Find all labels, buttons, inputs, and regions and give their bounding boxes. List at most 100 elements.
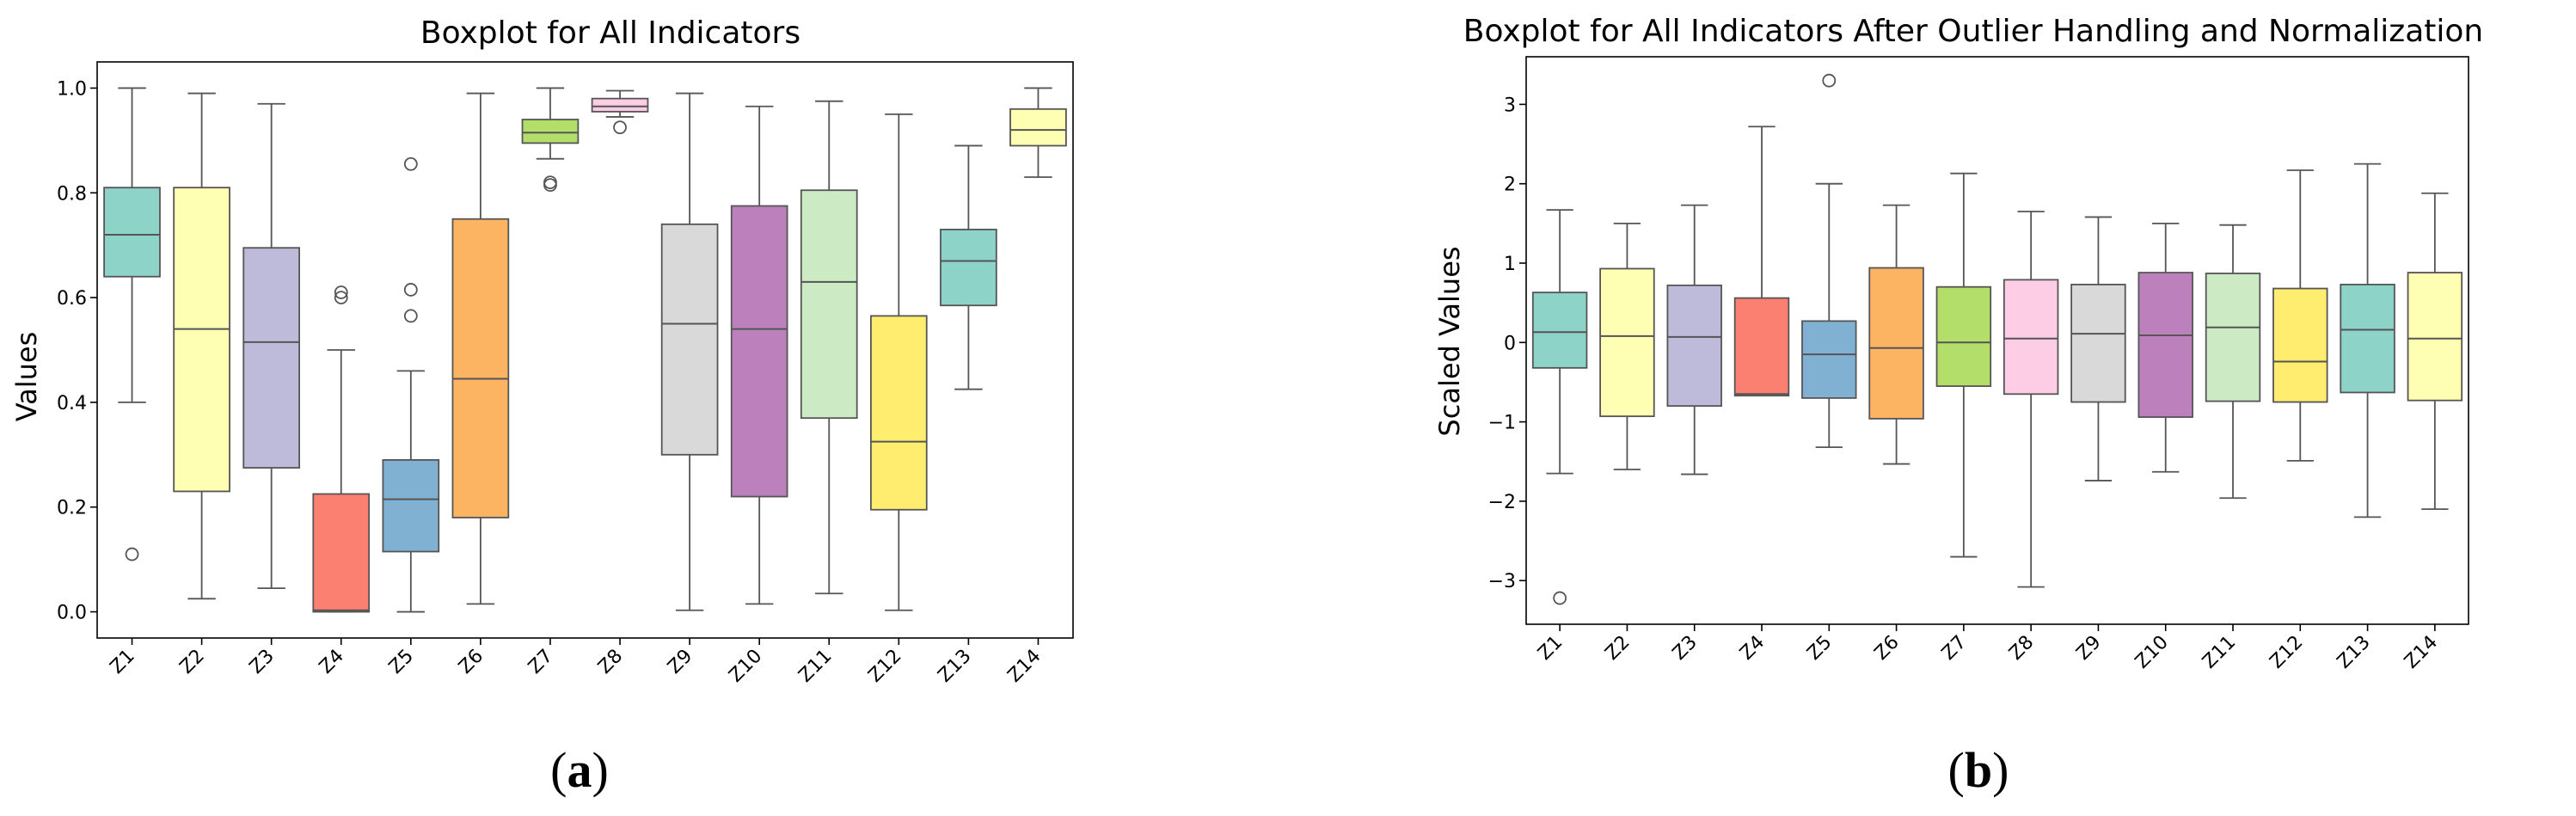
chart-b: Boxplot for All Indicators After Outlier… — [1433, 14, 2483, 673]
outlier-point — [125, 547, 139, 561]
box-Z12 — [869, 114, 928, 611]
x-tick-label: Z7 — [524, 646, 557, 678]
box-body — [2137, 272, 2193, 418]
y-tick-label: 3 — [1504, 95, 1516, 116]
axes-frame — [96, 61, 1074, 639]
box-Z6 — [1868, 204, 1924, 465]
outlier-point — [543, 178, 557, 193]
panel-label-close: ) — [1992, 742, 2009, 798]
box-body — [869, 315, 928, 511]
x-tick-label: Z12 — [864, 646, 905, 687]
box-body — [2003, 279, 2059, 396]
box-body — [2407, 272, 2463, 402]
box-body — [103, 187, 161, 278]
box-Z11 — [2205, 224, 2261, 500]
x-tick-label: Z1 — [1534, 632, 1567, 665]
x-tick-label: Z12 — [2266, 632, 2307, 673]
box-Z9 — [660, 92, 719, 611]
box-body — [2340, 284, 2395, 394]
box-body — [591, 97, 649, 113]
box-Z10 — [730, 105, 788, 605]
axes-frame — [1525, 56, 2469, 625]
box-Z10 — [2137, 222, 2193, 473]
box-Z8 — [591, 89, 649, 135]
panel-label-letter: a — [567, 742, 592, 798]
chart-a: Boxplot for All Indicators Values 0.0 0.2… — [10, 15, 1074, 687]
x-tick-label: Z13 — [2334, 632, 2375, 673]
y-tick-label: −3 — [1488, 571, 1516, 592]
box-body — [521, 119, 580, 144]
panel-label-a: (a) — [550, 742, 609, 798]
box-body — [382, 459, 440, 553]
panel-label-close: ) — [592, 742, 609, 798]
y-tick-label: 0 — [1504, 333, 1516, 354]
x-tick-label: Z4 — [316, 646, 348, 678]
y-tick-label: 0.8 — [57, 183, 87, 205]
box-Z8 — [2003, 211, 2059, 588]
box-Z9 — [2070, 216, 2126, 482]
panel-label-open: ( — [550, 742, 567, 798]
box-body — [1935, 285, 1992, 387]
x-tick-label: Z13 — [934, 646, 975, 687]
box-body — [660, 223, 719, 456]
box-body — [730, 205, 788, 498]
x-tick-label: Z6 — [455, 646, 488, 678]
plot-area: 0.0 0.2 0.4 0.6 0.8 1.0 Z1 Z2 Z3 Z4 Z5 Z6 Z7 Z8 Z9 Z10 Z… — [57, 61, 1074, 687]
box-Z4 — [1733, 126, 1790, 397]
box-Z2 — [1599, 222, 1655, 470]
outlier-point — [613, 120, 627, 135]
box-body — [173, 187, 230, 493]
outlier-point — [403, 309, 418, 323]
y-tick-label: 0.4 — [57, 393, 87, 414]
chart-title: Boxplot for All Indicators — [420, 15, 800, 51]
box-body — [312, 493, 371, 613]
box-Z1 — [1531, 209, 1588, 605]
x-tick-label: Z3 — [246, 646, 279, 678]
box-body — [2070, 284, 2126, 403]
x-tick-label: Z3 — [1669, 632, 1702, 665]
x-tick-label: Z7 — [1938, 632, 1971, 665]
box-body — [940, 229, 997, 307]
outlier-point — [403, 156, 418, 171]
box-Z1 — [103, 87, 161, 561]
panel-label-letter: b — [1965, 742, 1992, 798]
outlier-point — [334, 285, 348, 299]
x-tick-label: Z11 — [794, 646, 836, 687]
x-tick-label: Z2 — [1601, 632, 1634, 665]
y-tick-label: −2 — [1488, 492, 1516, 513]
box-Z3 — [1666, 204, 1722, 475]
panel-label-b: (b) — [1948, 742, 2009, 798]
panel-label-open: ( — [1948, 742, 1965, 798]
x-tick-label: Z5 — [385, 646, 418, 678]
box-body — [451, 218, 510, 518]
box-Z2 — [173, 92, 230, 600]
y-tick-label: 0.0 — [57, 603, 87, 624]
y-tick-label: 1 — [1504, 254, 1516, 275]
x-tick-label: Z10 — [725, 646, 766, 687]
box-Z3 — [242, 102, 301, 590]
x-tick-label: Z11 — [2199, 632, 2240, 673]
box-Z6 — [451, 92, 510, 605]
x-tick-label: Z4 — [1736, 632, 1769, 665]
box-body — [242, 247, 301, 469]
y-tick-label: 0.6 — [57, 288, 87, 310]
box-body — [2205, 273, 2261, 402]
x-tick-label: Z9 — [664, 646, 696, 678]
box-body — [1009, 107, 1067, 147]
y-tick-label: 2 — [1504, 175, 1516, 196]
x-tick-label: Z9 — [2072, 632, 2105, 665]
box-Z13 — [2340, 163, 2395, 518]
x-tick-label: Z6 — [1871, 632, 1904, 665]
box-Z14 — [1009, 87, 1067, 178]
box-body — [1599, 267, 1655, 418]
box-Z4 — [312, 285, 371, 613]
box-Z14 — [2407, 192, 2463, 511]
outlier-point — [543, 175, 557, 189]
box-body — [1666, 284, 1722, 408]
box-body — [1868, 267, 1924, 420]
outlier-point — [334, 291, 348, 304]
y-tick-label: 1.0 — [57, 78, 87, 100]
box-body — [800, 189, 858, 420]
outlier-point — [1822, 73, 1837, 88]
